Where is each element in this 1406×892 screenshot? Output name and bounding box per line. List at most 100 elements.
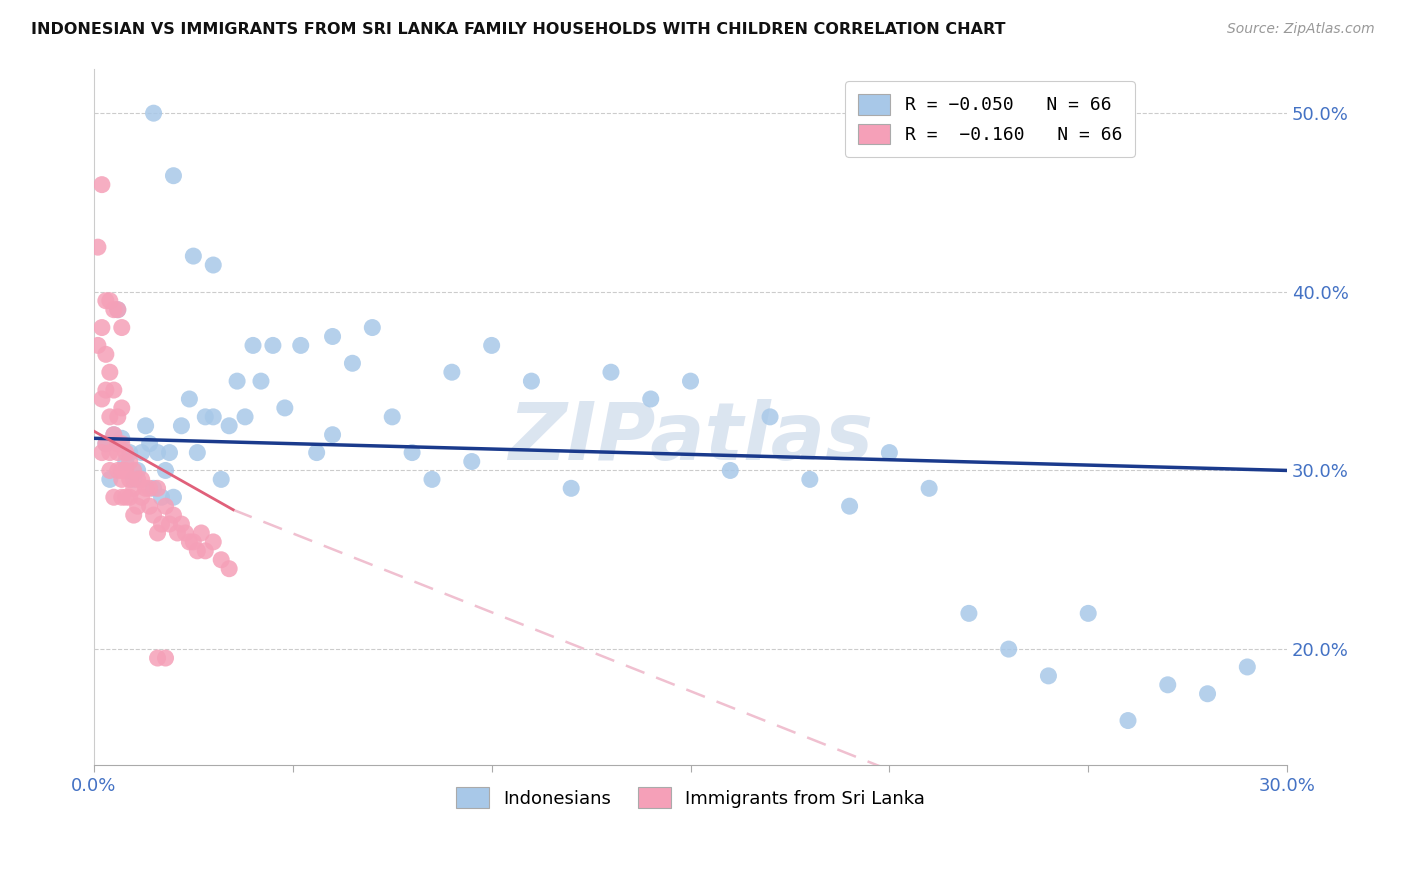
Point [440, 365, 463, 379]
Point [209, 553, 232, 567]
Point [127, 499, 149, 513]
Point [114, 445, 136, 459]
Point [186, 544, 208, 558]
Point [122, 463, 145, 477]
Point [560, 481, 582, 495]
Point [87, 240, 110, 254]
Point [250, 374, 273, 388]
Point [170, 418, 193, 433]
Point [90, 320, 112, 334]
Point [242, 338, 264, 352]
Point [127, 472, 149, 486]
Point [103, 427, 125, 442]
Point [94, 293, 117, 308]
Point [146, 445, 169, 459]
Point [107, 436, 129, 450]
Point [135, 418, 157, 433]
Point [481, 338, 503, 352]
Point [103, 490, 125, 504]
Point [98, 472, 121, 486]
Point [918, 481, 941, 495]
Point [461, 454, 484, 468]
Point [107, 445, 129, 459]
Point [98, 293, 121, 308]
Point [103, 427, 125, 442]
Point [170, 516, 193, 531]
Legend: Indonesians, Immigrants from Sri Lanka: Indonesians, Immigrants from Sri Lanka [449, 780, 932, 815]
Point [146, 481, 169, 495]
Point [118, 472, 141, 486]
Point [118, 490, 141, 504]
Point [305, 445, 328, 459]
Point [142, 106, 165, 120]
Point [799, 472, 821, 486]
Point [183, 249, 205, 263]
Point [520, 374, 543, 388]
Point [202, 258, 225, 272]
Point [98, 463, 121, 477]
Point [838, 499, 860, 513]
Point [150, 516, 173, 531]
Point [155, 463, 177, 477]
Point [162, 508, 184, 522]
Point [1236, 660, 1258, 674]
Point [1038, 669, 1060, 683]
Point [262, 338, 284, 352]
Point [159, 445, 181, 459]
Point [135, 481, 157, 495]
Point [122, 481, 145, 495]
Point [381, 409, 404, 424]
Point [142, 481, 165, 495]
Point [600, 365, 623, 379]
Point [718, 463, 741, 477]
Point [361, 320, 384, 334]
Point [107, 409, 129, 424]
Point [957, 607, 980, 621]
Point [111, 463, 134, 477]
Point [131, 490, 153, 504]
Point [90, 445, 112, 459]
Point [118, 454, 141, 468]
Point [111, 401, 134, 415]
Point [290, 338, 312, 352]
Point [103, 383, 125, 397]
Point [111, 490, 134, 504]
Point [138, 436, 160, 450]
Text: ZIPatlas: ZIPatlas [508, 399, 873, 476]
Point [155, 499, 177, 513]
Point [209, 472, 232, 486]
Point [1157, 678, 1180, 692]
Point [155, 651, 177, 665]
Point [640, 392, 662, 406]
Point [997, 642, 1019, 657]
Point [142, 508, 165, 522]
Point [90, 392, 112, 406]
Point [98, 445, 121, 459]
Point [114, 463, 136, 477]
Point [111, 431, 134, 445]
Point [111, 436, 134, 450]
Point [107, 302, 129, 317]
Point [131, 445, 153, 459]
Point [879, 445, 901, 459]
Point [122, 472, 145, 486]
Point [107, 302, 129, 317]
Point [138, 499, 160, 513]
Point [114, 454, 136, 468]
Point [401, 445, 423, 459]
Point [226, 374, 249, 388]
Point [218, 418, 240, 433]
Point [94, 436, 117, 450]
Point [274, 401, 297, 415]
Point [233, 409, 256, 424]
Point [107, 463, 129, 477]
Point [94, 347, 117, 361]
Point [186, 445, 208, 459]
Point [194, 409, 217, 424]
Point [94, 383, 117, 397]
Point [322, 427, 344, 442]
Point [162, 490, 184, 504]
Point [174, 526, 197, 541]
Point [146, 651, 169, 665]
Point [98, 365, 121, 379]
